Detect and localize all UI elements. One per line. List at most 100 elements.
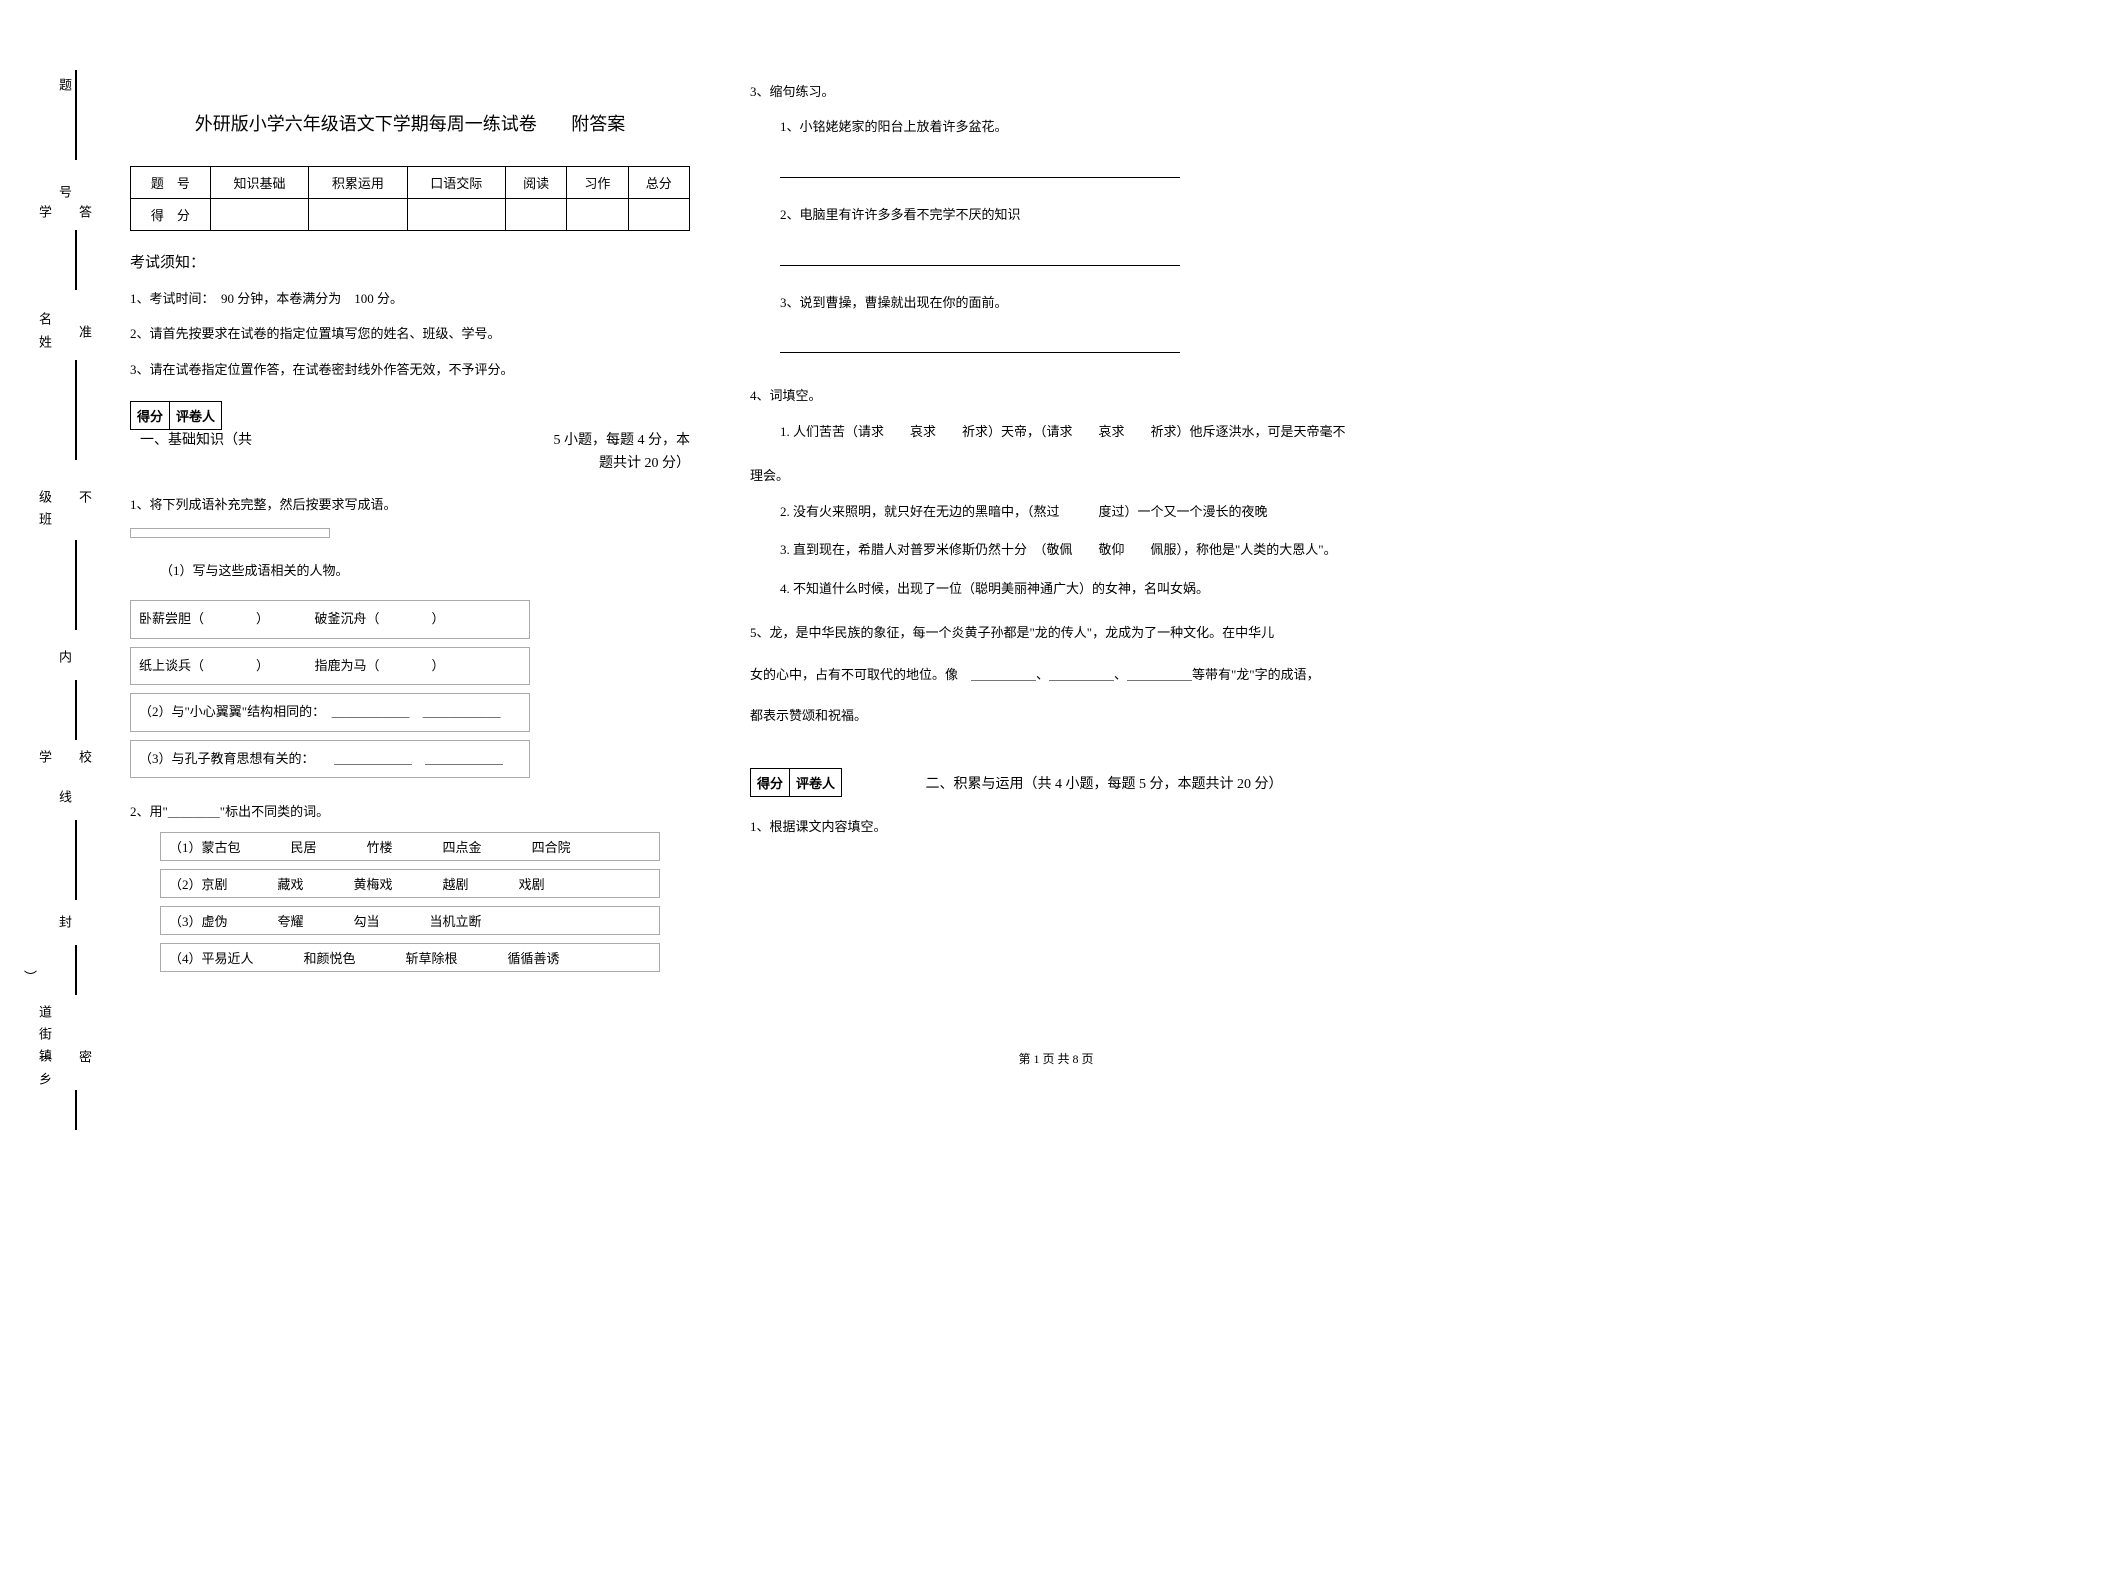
margin-label: 线 — [55, 790, 74, 811]
table-cell: 得 分 — [131, 199, 211, 231]
question-4-item: 1. 人们苦苦（请求 哀求 祈求）天帝，（请求 哀求 祈求）他斥逐洪水，可是天帝… — [780, 418, 1390, 447]
word-item: 当机立断 — [430, 911, 482, 930]
right-column: 3、缩句练习。 1、小铭姥姥家的阳台上放着许多盆花。 2、电脑里有许许多多看不完… — [730, 50, 1410, 980]
table-cell[interactable] — [407, 199, 505, 231]
question-4-item: 4. 不知道什么时候，出现了一位（聪明美丽神通广大）的女神，名叫女娲。 — [780, 575, 1390, 604]
margin-label: 封 — [55, 915, 74, 936]
score-box-label: 得分 — [131, 402, 170, 429]
notice-item: 1、考试时间： 90 分钟，本卷满分为 100 分。 — [130, 287, 690, 310]
question-1-1: （1）写与这些成语相关的人物。 — [160, 557, 690, 586]
exam-title: 外研版小学六年级语文下学期每周一练试卷 附答案 — [130, 110, 690, 136]
table-cell[interactable] — [628, 199, 689, 231]
question-3-item: 3、说到曹操，曹操就出现在你的面前。 — [780, 289, 1390, 318]
title-main: 外研版小学六年级语文下学期每周一练试卷 — [195, 114, 537, 134]
notice-title: 考试须知： — [130, 251, 690, 272]
margin-label: 班 — [35, 512, 54, 533]
title-suffix: 附答案 — [571, 114, 625, 134]
score-box-label: 评卷人 — [790, 769, 841, 796]
answer-box[interactable] — [130, 528, 330, 538]
margin-line — [75, 230, 77, 290]
table-row: 得 分 — [131, 199, 690, 231]
table-cell: 阅读 — [505, 167, 566, 199]
section-title-line: 题共计 20 分） — [599, 456, 690, 471]
margin-label: 名 — [35, 312, 54, 333]
word-item: （2）京剧 — [169, 874, 228, 893]
section-title-line: 5 小题，每题 4 分，本 — [554, 433, 691, 448]
table-cell[interactable] — [505, 199, 566, 231]
margin-label: 题 — [55, 78, 74, 99]
word-row: （1）蒙古包 民居 竹楼 四点金 四合院 — [160, 832, 660, 861]
margin-line — [75, 540, 77, 630]
table-cell: 知识基础 — [210, 167, 308, 199]
score-box-label: 评卷人 — [170, 402, 221, 429]
word-item: 越剧 — [443, 874, 469, 893]
table-cell: 总分 — [628, 167, 689, 199]
answer-line[interactable] — [780, 335, 1180, 353]
answer-line[interactable] — [780, 160, 1180, 178]
question-1-2: （2）与"小心翼翼"结构相同的： ＿＿＿＿＿＿ ＿＿＿＿＿＿ — [130, 693, 530, 732]
margin-label: 级 — [35, 490, 54, 511]
idiom-item: 卧薪尝胆（ ） 破釜沉舟（ ） — [130, 600, 530, 639]
table-cell[interactable] — [567, 199, 628, 231]
binding-margin: 题 号 学 答 名 姓 准 级 班 不 内 学 校 线 封 ） 道 街 （ 镇 … — [0, 50, 110, 980]
table-cell: 口语交际 — [407, 167, 505, 199]
section-1-header: 得分 评卷人 — [130, 401, 690, 430]
score-box-label: 得分 — [751, 769, 790, 796]
word-row: （4）平易近人 和颜悦色 斩草除根 循循善诱 — [160, 943, 660, 972]
answer-line[interactable] — [780, 248, 1180, 266]
margin-label: 准 — [75, 325, 94, 346]
margin-label: 街 — [35, 1027, 54, 1048]
margin-label: 密 — [75, 1050, 94, 1071]
word-item: 四合院 — [532, 837, 571, 856]
question-3-item: 2、电脑里有许许多多看不完学不厌的知识 — [780, 201, 1390, 230]
table-cell[interactable] — [210, 199, 308, 231]
margin-line — [75, 360, 77, 460]
notice-item: 2、请首先按要求在试卷的指定位置填写您的姓名、班级、学号。 — [130, 322, 690, 345]
page-footer: 第 1 页 共 8 页 — [0, 1050, 2112, 1087]
question-1-3: （3）与孔子教育思想有关的： ＿＿＿＿＿＿ ＿＿＿＿＿＿ — [130, 740, 530, 779]
word-item: 和颜悦色 — [304, 948, 356, 967]
word-item: 黄梅戏 — [354, 874, 393, 893]
section-1-title: 一、基础知识（共 — [140, 430, 252, 475]
table-cell[interactable] — [309, 199, 407, 231]
margin-label: 号 — [55, 185, 74, 206]
section-1-title-row: 一、基础知识（共 5 小题，每题 4 分，本 题共计 20 分） — [130, 430, 690, 475]
margin-line — [75, 70, 77, 160]
margin-label: 学 — [35, 205, 54, 226]
word-item: 民居 — [291, 837, 317, 856]
margin-label: 不 — [75, 490, 94, 511]
margin-label: 内 — [55, 650, 74, 671]
word-item: 戏剧 — [519, 874, 545, 893]
word-item: 勾当 — [354, 911, 380, 930]
margin-label: 镇 — [35, 1049, 54, 1070]
margin-label: 答 — [75, 205, 94, 226]
question-5-line2: 女的心中，占有不可取代的地位。像 ＿＿＿＿＿、＿＿＿＿＿、＿＿＿＿＿等带有"龙"… — [750, 663, 1390, 686]
word-item: 四点金 — [443, 837, 482, 856]
right-question-1: 1、根据课文内容填空。 — [750, 815, 1390, 838]
word-item: 夸耀 — [278, 911, 304, 930]
margin-label: 乡 — [35, 1072, 54, 1093]
word-row: （2）京剧 藏戏 黄梅戏 越剧 戏剧 — [160, 869, 660, 898]
word-item: 藏戏 — [278, 874, 304, 893]
word-item: （3）虚伪 — [169, 911, 228, 930]
word-item: 竹楼 — [367, 837, 393, 856]
margin-line — [75, 1090, 77, 1130]
word-item: （4）平易近人 — [169, 948, 254, 967]
section-1-title-right: 5 小题，每题 4 分，本 题共计 20 分） — [554, 430, 691, 475]
margin-line — [75, 820, 77, 900]
left-column: 外研版小学六年级语文下学期每周一练试卷 附答案 题 号 知识基础 积累运用 口语… — [110, 50, 710, 980]
question-3-item: 1、小铭姥姥家的阳台上放着许多盆花。 — [780, 113, 1390, 142]
question-3: 3、缩句练习。 — [750, 80, 1390, 103]
score-table: 题 号 知识基础 积累运用 口语交际 阅读 习作 总分 得 分 — [130, 166, 690, 231]
question-4: 4、词填空。 — [750, 384, 1390, 407]
page-container: 题 号 学 答 名 姓 准 级 班 不 内 学 校 线 封 ） 道 街 （ 镇 … — [0, 0, 2112, 1010]
notice-item: 3、请在试卷指定位置作答，在试卷密封线外作答无效，不予评分。 — [130, 358, 690, 381]
section-2-header: 得分 评卷人 二、积累与运用（共 4 小题，每题 5 分，本题共计 20 分） — [750, 768, 1390, 797]
word-item: 循循善诱 — [508, 948, 560, 967]
table-cell: 积累运用 — [309, 167, 407, 199]
margin-label: 学 — [35, 750, 54, 771]
word-item: （1）蒙古包 — [169, 837, 241, 856]
margin-label: ） — [20, 970, 39, 991]
section-2-title: 二、积累与运用（共 4 小题，每题 5 分，本题共计 20 分） — [926, 777, 1283, 792]
table-row: 题 号 知识基础 积累运用 口语交际 阅读 习作 总分 — [131, 167, 690, 199]
